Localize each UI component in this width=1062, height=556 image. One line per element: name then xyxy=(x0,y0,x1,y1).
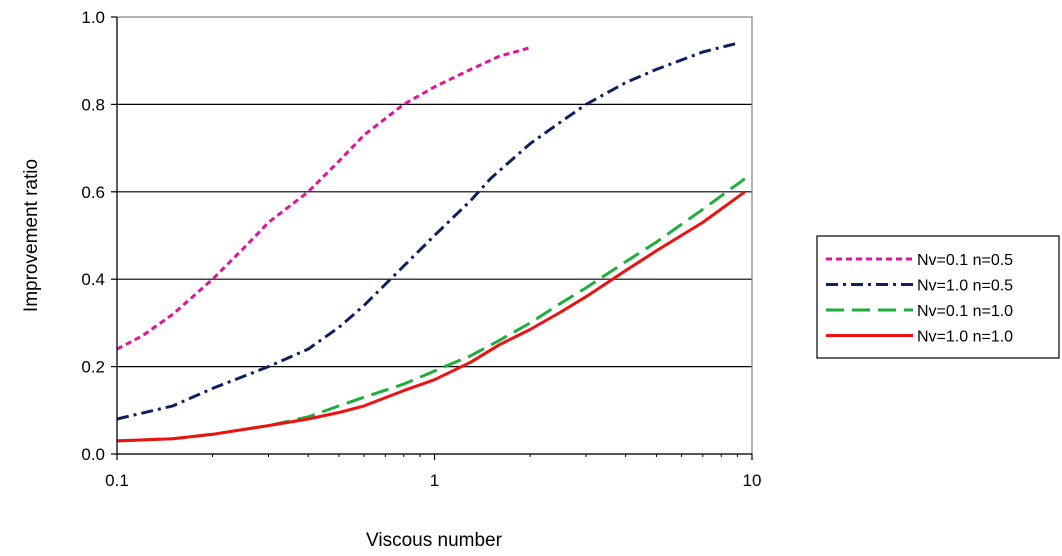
x-axis-title: Viscous number xyxy=(366,530,503,551)
series-layer xyxy=(116,41,746,443)
legend: Nv=0.1 n=0.5 Nv=1.0 n=0.5 Nv=0.1 n=1.0 Nv=1… xyxy=(816,235,1060,359)
axes-layer: 0.0 0.2 0.4 0.6 0.8 1.0 0.1 1 10 xyxy=(81,8,761,490)
y-tick-label: 0.4 xyxy=(81,270,105,289)
series-line-3 xyxy=(116,177,746,443)
x-tick-label: 1 xyxy=(430,471,439,490)
x-tick-label: 0.1 xyxy=(105,471,129,490)
y-tick-label: 1.0 xyxy=(81,8,105,27)
gridlines xyxy=(117,103,752,368)
x-tick-label: 10 xyxy=(743,471,762,490)
series-line-2 xyxy=(116,41,738,421)
legend-label-3: Nv=0.1 n=1.0 xyxy=(917,303,1013,320)
y-tick-label: 0.6 xyxy=(81,183,105,202)
legend-label-4: Nv=1.0 n=1.0 xyxy=(917,329,1013,346)
y-tick-label: 0.2 xyxy=(81,358,105,377)
legend-box xyxy=(816,235,1060,359)
series-line-1 xyxy=(116,46,531,351)
y-tick-label: 0.0 xyxy=(81,445,105,464)
series-line-4 xyxy=(116,190,746,443)
y-tick-label: 0.8 xyxy=(81,95,105,114)
y-axis-title: Improvement ratio xyxy=(21,159,42,312)
legend-label-1: Nv=0.1 n=0.5 xyxy=(917,252,1013,269)
legend-label-2: Nv=1.0 n=0.5 xyxy=(917,278,1013,295)
